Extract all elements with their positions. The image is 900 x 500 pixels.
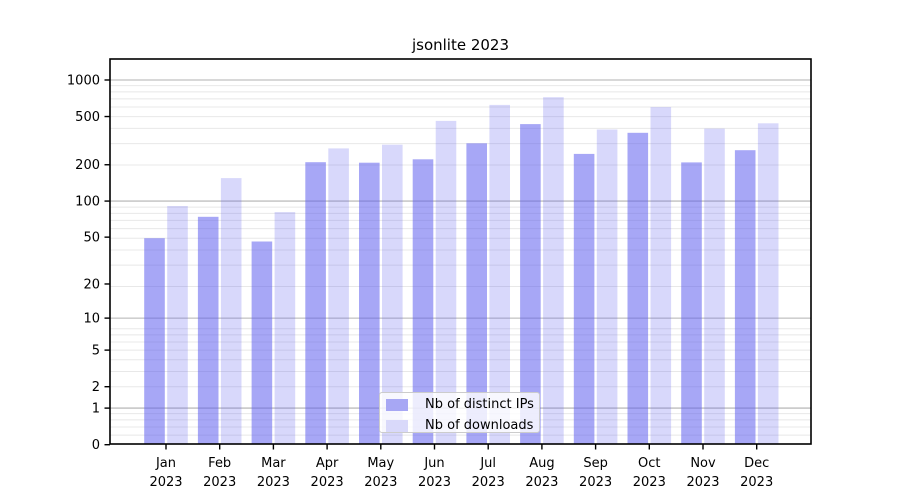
- x-tick-label-year: 2023: [418, 475, 451, 490]
- distinct-ips-swatch-icon: [386, 398, 408, 411]
- bar-distinct-ips: [627, 132, 649, 445]
- x-tick-label-month: Jul: [479, 456, 496, 471]
- x-tick-label-month: Feb: [208, 456, 231, 471]
- x-tick-label-year: 2023: [364, 475, 397, 490]
- legend: Nb of distinct IPs Nb of downloads: [379, 392, 540, 433]
- y-tick-label: 100: [75, 195, 100, 210]
- x-tick-label-month: Oct: [638, 456, 660, 471]
- x-tick-label-year: 2023: [311, 475, 344, 490]
- bar-downloads: [382, 144, 403, 444]
- y-tick-label: 50: [83, 231, 100, 246]
- x-tick-label-month: Mar: [261, 456, 286, 471]
- y-tick-label: 1000: [67, 73, 100, 88]
- x-tick-label-month: Jun: [423, 456, 444, 471]
- bar-distinct-ips: [144, 238, 165, 444]
- x-tick-label-month: Aug: [529, 456, 554, 471]
- bar-downloads: [704, 128, 725, 444]
- plot-border: [109, 58, 812, 445]
- x-tick-label-month: Nov: [690, 456, 716, 471]
- bar-downloads: [435, 120, 457, 445]
- bar-distinct-ips: [359, 162, 380, 444]
- bar-distinct-ips: [681, 162, 702, 444]
- x-tick-label-year: 2023: [686, 475, 719, 490]
- x-tick-label-year: 2023: [579, 475, 612, 490]
- x-tick-label-year: 2023: [740, 475, 773, 490]
- bar-downloads: [543, 97, 564, 444]
- legend-label-distinct-ips: Nb of distinct IPs: [425, 397, 534, 412]
- y-tick-label: 20: [83, 277, 100, 292]
- x-tick-label-year: 2023: [203, 475, 236, 490]
- x-tick-label-year: 2023: [257, 475, 290, 490]
- x-tick-label-month: May: [367, 456, 394, 471]
- y-tick-label: 0: [92, 438, 100, 453]
- y-tick-label: 2: [92, 380, 100, 395]
- y-tick-label: 500: [75, 110, 100, 125]
- y-tick-label: 200: [75, 158, 100, 173]
- bar-distinct-ips: [573, 153, 595, 444]
- bar-distinct-ips: [520, 124, 541, 444]
- bar-downloads: [489, 104, 510, 445]
- bar-distinct-ips: [251, 241, 273, 444]
- bar-distinct-ips: [466, 143, 487, 445]
- bar-downloads: [596, 129, 618, 444]
- bar-downloads: [328, 148, 349, 444]
- bar-downloads: [274, 212, 296, 444]
- bar-distinct-ips: [412, 159, 434, 445]
- bar-downloads: [757, 123, 779, 445]
- x-tick-label-month: Apr: [316, 456, 339, 471]
- x-tick-label-year: 2023: [149, 475, 182, 490]
- bar-downloads: [650, 107, 672, 444]
- downloads-swatch-icon: [386, 419, 408, 432]
- x-tick-label-year: 2023: [525, 475, 558, 490]
- x-tick-label-year: 2023: [472, 475, 505, 490]
- legend-label-downloads: Nb of downloads: [425, 418, 534, 433]
- bar-distinct-ips: [305, 162, 326, 444]
- x-tick-label-month: Jan: [155, 456, 176, 471]
- y-tick-label: 5: [92, 344, 100, 359]
- bar-distinct-ips: [734, 150, 756, 444]
- bar-distinct-ips: [197, 216, 219, 444]
- legend-item-distinct-ips: Nb of distinct IPs: [386, 398, 539, 411]
- y-tick-label: 1: [92, 402, 100, 417]
- bar-downloads: [220, 178, 242, 444]
- x-tick-label-month: Dec: [744, 456, 769, 471]
- legend-item-downloads: Nb of downloads: [386, 419, 539, 432]
- bar-downloads: [167, 206, 188, 444]
- x-tick-label-month: Sep: [583, 456, 608, 471]
- y-tick-label: 10: [83, 312, 100, 327]
- x-tick-label-year: 2023: [633, 475, 666, 490]
